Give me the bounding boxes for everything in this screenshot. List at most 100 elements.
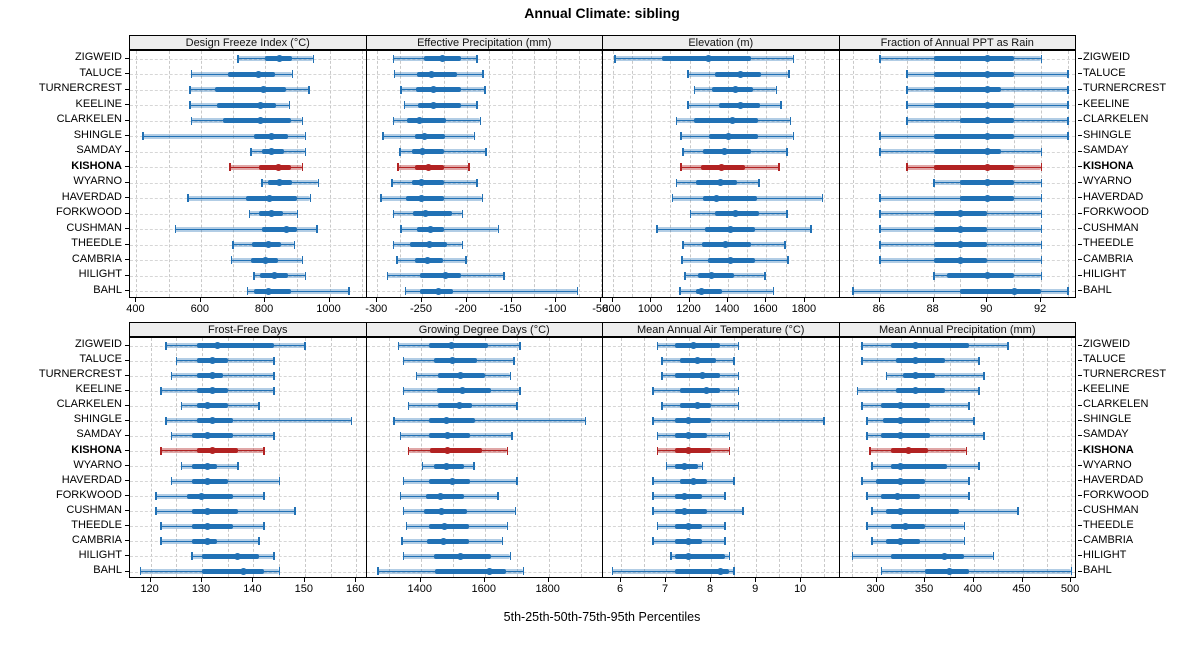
percentile-row-turnercrest [130,51,366,297]
whisker-cap [879,225,881,234]
whisker-cap [906,101,908,110]
whisker-cap [296,209,299,218]
site-label-bahl: BAHL [1083,564,1112,576]
site-row-tick [1078,290,1082,292]
percentile-row-forkwood [367,338,603,577]
iqr-band-25-75 [883,418,930,424]
site-row-tick [1078,150,1082,152]
whisker-cap [399,431,402,440]
percentile-row-cambria [840,51,1076,297]
iqr-band-25-75 [428,343,488,349]
gridline-vertical [973,338,975,577]
whisker-cap [1007,341,1009,350]
median-dot [902,522,910,530]
iqr-band-25-75 [675,508,707,514]
axis-tick-label: 6 [616,583,624,595]
median-dot [897,537,905,545]
median-dot [941,552,949,560]
whisker-cap [968,492,970,501]
median-dot [698,372,706,380]
percentile-row-theedle [130,51,366,297]
whisker-cap [405,522,408,531]
percentile-row-samday [130,51,366,297]
whisker-cap [733,477,735,486]
gridline-horizontal [130,260,366,262]
percentile-row-theedle [367,51,603,297]
gridline-horizontal [839,360,1075,362]
whisker-cap [190,70,193,79]
percentile-row-clarkelen [603,51,839,297]
percentile-row-haverdad [603,51,839,297]
gridline-horizontal [366,151,602,153]
gridline-vertical [621,338,622,577]
median-dot [436,492,444,500]
whisker-cap [792,132,795,141]
whisker-cap [301,256,304,265]
site-row-tick [125,465,129,466]
axis-tick [419,578,421,582]
axis-tick-label: 150 [294,583,313,595]
axis-tick [875,578,877,582]
site-row-tick [1078,419,1082,421]
gridline-vertical [168,51,170,297]
percentile-row-forkwood [130,338,366,577]
median-dot [442,417,450,425]
whisker-cap [701,462,704,471]
iqr-band-25-75 [675,553,725,559]
iqr-band-25-75 [679,388,721,394]
site-row-tick [1078,104,1082,106]
panel-strip-frost-free-days: Frost-Free Days [129,322,367,337]
whisker-cap [187,194,189,203]
gridline-horizontal [130,451,366,452]
percentile-row-wyarno [367,51,603,297]
whisker-cap [792,54,795,63]
gridline-horizontal [130,151,366,153]
percentile-row-samday [603,338,839,577]
whisker-cap [906,85,908,94]
whisker-cap [476,101,478,110]
whisker-cap [246,287,249,296]
whisker-cap [511,431,513,440]
whisker-cap [978,356,980,365]
gridline-horizontal [839,496,1075,498]
site-row-tick [1078,570,1082,572]
whisker-cap [728,552,731,561]
gridline-horizontal [366,405,602,407]
site-row-tick [125,212,129,214]
percentile-row-wyarno [130,338,366,577]
panel-title: Design Freeze Index (°C) [185,37,310,49]
site-row-tick [1078,197,1082,199]
whisker-cap [682,147,684,156]
panel-title: Mean Annual Air Temperature (°C) [637,324,805,336]
median-dot [268,132,276,140]
axis-tick-label: 130 [191,583,211,595]
gridline-horizontal [839,198,1075,200]
whisker-line [175,228,317,230]
percentile-row-cambria [367,338,603,577]
site-row-tick [125,419,129,421]
gridline-vertical [1067,51,1069,297]
whisker-cap [784,240,786,249]
axis-tick [149,578,151,582]
percentile-row-wyarno [840,338,1076,577]
gridline-horizontal [130,244,366,246]
whisker-cap [248,209,251,218]
whisker-cap [681,256,683,265]
median-dot [729,117,737,125]
gridline-horizontal [366,182,602,184]
median-dot [685,432,693,440]
median-dot [444,447,452,455]
axis-tick-label: 450 [1012,583,1031,595]
whisker-line [652,420,824,422]
site-label-turnercrest: TURNERCREST [38,368,122,381]
gridline-horizontal [839,526,1075,528]
median-dot [983,86,991,94]
whisker-cap [481,194,484,203]
site-label-keeline: KEELINE [75,97,122,110]
gridline-horizontal [130,229,366,231]
gridline-vertical [1041,51,1043,297]
whisker-cap [160,386,162,395]
iqr-band-25-75 [947,273,1015,279]
whisker-cap [879,240,881,249]
whisker-cap [516,401,518,410]
